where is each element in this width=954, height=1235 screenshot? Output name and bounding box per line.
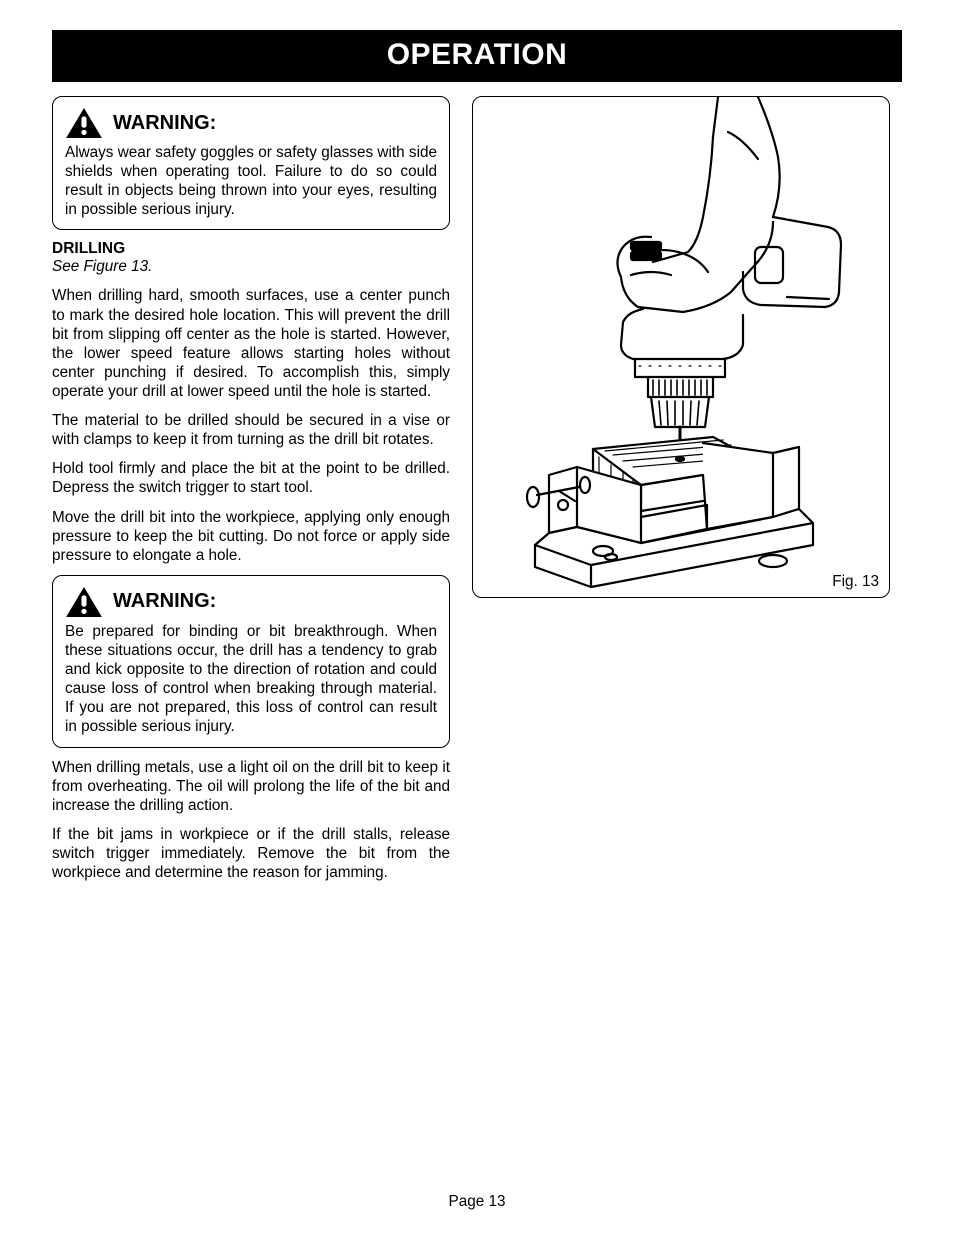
section-subheading: DRILLING bbox=[52, 240, 450, 258]
warning-text: Always wear safety goggles or safety gla… bbox=[65, 143, 437, 219]
warning-text: Be prepared for binding or bit breakthro… bbox=[65, 622, 437, 737]
warning-header: WARNING: bbox=[65, 586, 437, 618]
page-number: Page 13 bbox=[0, 1193, 954, 1211]
see-figure-ref: See Figure 13. bbox=[52, 258, 450, 276]
left-column: WARNING: Always wear safety goggles or s… bbox=[52, 96, 450, 892]
warning-triangle-icon bbox=[65, 586, 103, 618]
figure-13-box: Fig. 13 bbox=[472, 96, 890, 598]
right-column: Fig. 13 bbox=[472, 96, 890, 598]
section-header: OPERATION bbox=[52, 30, 902, 82]
body-paragraph: If the bit jams in workpiece or if the d… bbox=[52, 825, 450, 882]
body-paragraph: When drilling hard, smooth surfaces, use… bbox=[52, 286, 450, 401]
two-column-layout: WARNING: Always wear safety goggles or s… bbox=[52, 96, 902, 892]
body-paragraph: The material to be drilled should be sec… bbox=[52, 411, 450, 449]
figure-caption: Fig. 13 bbox=[832, 573, 879, 591]
body-paragraph: Move the drill bit into the workpiece, a… bbox=[52, 508, 450, 565]
drill-vise-illustration bbox=[473, 97, 890, 598]
body-paragraph: Hold tool firmly and place the bit at th… bbox=[52, 459, 450, 497]
warning-triangle-icon bbox=[65, 107, 103, 139]
warning-box-2: WARNING: Be prepared for binding or bit … bbox=[52, 575, 450, 748]
warning-label: WARNING: bbox=[113, 112, 216, 135]
warning-header: WARNING: bbox=[65, 107, 437, 139]
body-paragraph: When drilling metals, use a light oil on… bbox=[52, 758, 450, 815]
warning-box-1: WARNING: Always wear safety goggles or s… bbox=[52, 96, 450, 230]
warning-label: WARNING: bbox=[113, 590, 216, 613]
